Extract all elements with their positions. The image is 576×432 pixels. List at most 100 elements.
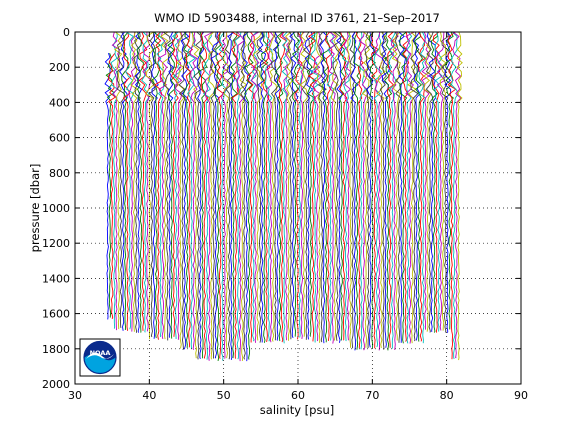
salinity-profile xyxy=(105,52,116,318)
salinity-profile xyxy=(414,31,423,342)
salinity-profile xyxy=(235,31,245,362)
salinity-profile xyxy=(128,31,137,332)
salinity-profile xyxy=(134,31,143,333)
salinity-profile xyxy=(353,31,361,350)
logo-text: NOAA xyxy=(90,349,111,357)
salinity-profile xyxy=(317,31,327,343)
salinity-profile xyxy=(438,31,448,331)
salinity-profile xyxy=(350,31,359,351)
x-tick-label: 60 xyxy=(291,389,305,402)
salinity-profile xyxy=(180,31,190,350)
y-tick-label: 600 xyxy=(49,132,70,145)
salinity-profile xyxy=(244,31,254,360)
salinity-profile xyxy=(125,31,135,330)
salinity-profile xyxy=(130,31,138,332)
salinity-profile xyxy=(160,31,169,340)
salinity-profile xyxy=(222,31,231,359)
salinity-profile xyxy=(361,31,371,348)
salinity-profile xyxy=(405,31,413,344)
salinity-profile xyxy=(224,31,234,360)
y-tick-label: 400 xyxy=(49,96,70,109)
salinity-profile xyxy=(282,31,291,341)
y-tick-label: 800 xyxy=(49,167,70,180)
salinity-profile xyxy=(349,31,356,349)
salinity-profile xyxy=(213,31,223,362)
salinity-profile xyxy=(136,31,144,333)
salinity-profile xyxy=(192,31,201,359)
salinity-profile xyxy=(319,31,328,344)
salinity-profile xyxy=(410,31,420,342)
salinity-profile xyxy=(141,31,150,333)
salinity-profile xyxy=(313,31,323,342)
salinity-profile xyxy=(110,31,118,329)
salinity-profile xyxy=(189,31,198,350)
salinity-profile xyxy=(119,31,128,331)
salinity-profile xyxy=(262,31,271,343)
x-tick-labels: 30 40 50 60 70 80 90 xyxy=(68,389,528,402)
y-axis-label: pressure [dbar] xyxy=(28,164,42,253)
salinity-profile xyxy=(432,31,441,333)
salinity-profile xyxy=(156,31,166,338)
salinity-profile xyxy=(107,52,117,320)
salinity-profile xyxy=(240,31,247,360)
y-tick-labels: 0 200 400 600 800 1000 1200 1400 1600 1800 2000 xyxy=(42,26,70,391)
chart-title: WMO ID 5903488, internal ID 3761, 21–Sep… xyxy=(154,11,440,25)
salinity-profile xyxy=(304,31,314,340)
salinity-profile xyxy=(358,31,369,351)
salinity-profile xyxy=(142,31,152,332)
salinity-profile xyxy=(148,31,157,338)
y-tick-label: 1600 xyxy=(42,308,70,321)
salinity-profile xyxy=(310,31,321,343)
y-tick-label: 1400 xyxy=(42,272,70,285)
salinity-profile xyxy=(299,31,308,337)
salinity-profile xyxy=(210,31,221,359)
salinity-profile xyxy=(209,31,219,359)
salinity-profile xyxy=(274,31,284,342)
x-tick-label: 50 xyxy=(217,389,231,402)
salinity-profile xyxy=(336,31,343,343)
salinity-profile xyxy=(436,31,446,331)
salinity-profile xyxy=(431,31,439,333)
salinity-profile xyxy=(412,31,421,341)
y-tick-label: 200 xyxy=(49,61,70,74)
salinity-profile xyxy=(427,31,437,333)
salinity-profile xyxy=(445,31,454,330)
x-tick-label: 40 xyxy=(142,389,156,402)
salinity-profile xyxy=(116,31,125,328)
salinity-profile xyxy=(216,31,225,359)
salinity-profile xyxy=(388,31,397,349)
salinity-profile xyxy=(384,31,393,351)
salinity-profile xyxy=(266,31,275,343)
x-tick-label: 70 xyxy=(365,389,379,402)
salinity-profile xyxy=(268,31,278,342)
salinity-profile xyxy=(418,31,427,344)
salinity-profile xyxy=(178,31,187,350)
salinity-profile xyxy=(456,31,463,361)
salinity-profile xyxy=(423,31,432,332)
salinity-profile xyxy=(278,31,287,343)
salinity-profile xyxy=(250,31,260,343)
salinity-profile xyxy=(368,31,376,348)
salinity-profile xyxy=(257,31,267,343)
salinity-profile xyxy=(196,31,205,359)
salinity-profile xyxy=(387,31,395,348)
salinity-profile xyxy=(203,31,214,361)
salinity-profile xyxy=(289,31,299,339)
salinity-profile xyxy=(328,31,338,344)
salinity-profile xyxy=(441,31,449,333)
salinity-profile xyxy=(347,31,354,348)
salinity-profile xyxy=(405,31,415,344)
salinity-profile xyxy=(218,31,228,361)
y-tick-label: 1000 xyxy=(42,202,70,215)
grid xyxy=(75,32,521,384)
salinity-profile xyxy=(122,31,132,331)
salinity-profile xyxy=(355,31,364,349)
salinity-profile xyxy=(342,31,351,342)
salinity-profile xyxy=(287,31,296,340)
salinity-profile xyxy=(234,31,242,360)
salinity-profile xyxy=(166,31,175,338)
salinity-profile xyxy=(297,31,306,339)
salinity-profile xyxy=(376,31,386,348)
x-tick-label: 80 xyxy=(440,389,454,402)
